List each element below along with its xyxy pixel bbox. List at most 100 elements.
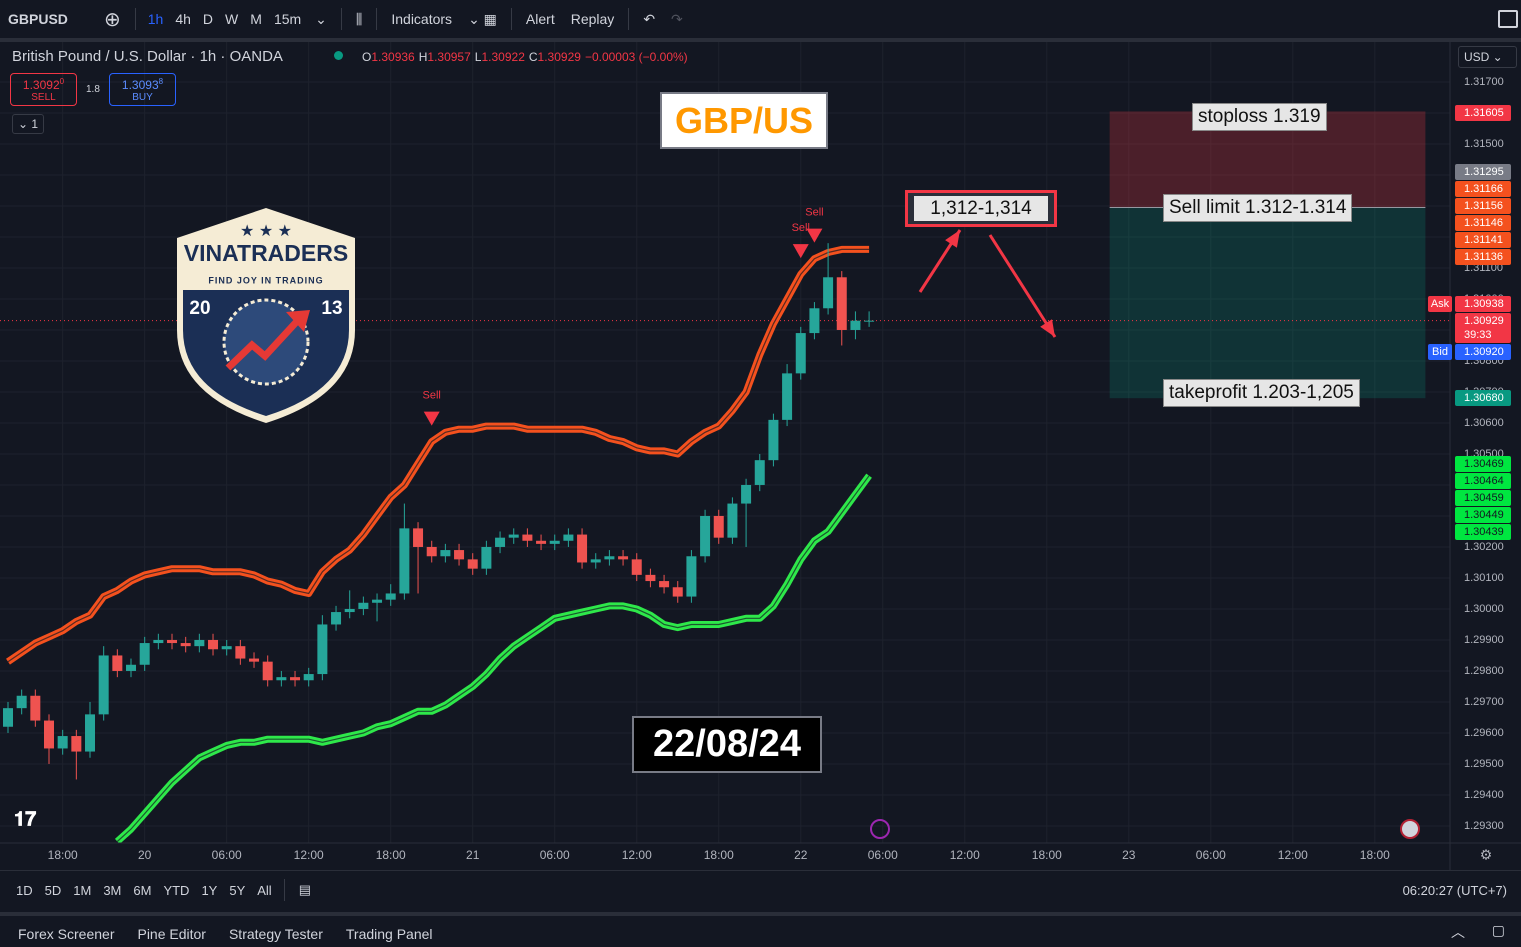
x-tick-label: 06:00 bbox=[1196, 848, 1226, 862]
candle-body bbox=[221, 646, 232, 650]
candle-body bbox=[713, 515, 724, 538]
fullscreen[interactable] bbox=[1498, 10, 1518, 28]
ohlc-value: 1.30936 bbox=[371, 50, 415, 64]
range-button[interactable]: 5D bbox=[44, 882, 62, 898]
layouts[interactable]: ⌄ ▦ bbox=[468, 10, 497, 27]
price-tag: Ask bbox=[1431, 298, 1450, 310]
range-button[interactable]: 5Y bbox=[229, 882, 246, 898]
interval[interactable]: M bbox=[250, 11, 262, 27]
tabs: Forex Screener Pine Editor Strategy Tester… bbox=[10, 926, 448, 942]
candle-body bbox=[836, 277, 847, 330]
price-label-bg bbox=[1455, 473, 1511, 489]
price-label: 1.31136 bbox=[1464, 251, 1503, 263]
panel-tab[interactable]: Pine Editor bbox=[137, 925, 206, 942]
redo[interactable]: ↷ bbox=[671, 10, 683, 27]
candle-body bbox=[672, 587, 683, 597]
buy-pip: 8 bbox=[158, 77, 164, 86]
price-label-bg bbox=[1455, 524, 1511, 540]
arrow-head bbox=[1040, 319, 1055, 337]
candle-body bbox=[809, 308, 820, 334]
interval[interactable]: 4h bbox=[175, 11, 191, 27]
candle-body bbox=[194, 639, 205, 647]
maximize[interactable]: ▢ bbox=[1491, 922, 1505, 938]
candle-body bbox=[727, 503, 738, 538]
price-label-bg bbox=[1455, 456, 1511, 472]
top-toolbar: GBPUSD ⊕ 1h 4h D W M 15m ⌄ ⫼ Indicators ⌄ ▦ A… bbox=[0, 0, 1521, 42]
separator bbox=[376, 8, 378, 30]
logo: ★ ★ ★VINATRADERS FIND JOY IN TRADING 20 13 bbox=[177, 208, 355, 423]
x-tick-label: 22 bbox=[794, 848, 808, 862]
panel-tab[interactable]: Forex Screener bbox=[18, 925, 115, 942]
y-tick-label: 1.29300 bbox=[1464, 820, 1504, 832]
price-label: 1.31295 bbox=[1464, 166, 1504, 178]
x-tick-label: 18:00 bbox=[1032, 848, 1062, 862]
candle-body bbox=[522, 534, 533, 541]
y-tick-label: 1.29400 bbox=[1464, 789, 1504, 801]
dropdown[interactable]: ⌄ bbox=[315, 10, 327, 27]
range-button[interactable]: All bbox=[257, 882, 272, 898]
candle-body bbox=[290, 677, 301, 681]
price-label-bg bbox=[1455, 215, 1511, 231]
price-label: 1.30929 bbox=[1464, 315, 1504, 327]
y-tick-label: 1.30100 bbox=[1464, 572, 1504, 584]
chart-type[interactable]: ⫼ bbox=[355, 10, 363, 27]
range-button[interactable]: 3M bbox=[103, 882, 122, 898]
candle-body bbox=[700, 515, 711, 557]
add-symbol[interactable]: ⊕ bbox=[104, 8, 121, 31]
collapse[interactable]: ︿ bbox=[1451, 924, 1465, 940]
x-tick-label: 12:00 bbox=[294, 848, 324, 862]
zone-annotation: 1,312-1,314 bbox=[914, 196, 1048, 221]
candle-body bbox=[331, 612, 342, 625]
ohlc-item: H1.30957 bbox=[419, 50, 471, 64]
price-label: 1.30680 bbox=[1464, 392, 1504, 404]
quantity[interactable]: ⌄ 1 bbox=[12, 114, 44, 134]
takeprofit-note: takeprofit 1.203-1,205 bbox=[1163, 379, 1360, 407]
sell-button[interactable]: 1.30920 SELL bbox=[10, 73, 77, 106]
candle-body bbox=[795, 333, 806, 374]
band-center bbox=[116, 475, 870, 842]
range-button[interactable]: 1Y bbox=[201, 882, 218, 898]
buy-label: BUY bbox=[132, 92, 153, 103]
price-label-bg bbox=[1455, 181, 1511, 197]
panel-tab[interactable]: Trading Panel bbox=[345, 925, 433, 942]
interval[interactable]: 1h bbox=[147, 11, 164, 27]
x-tick-label: 21 bbox=[466, 848, 480, 862]
sell-limit-note: Sell limit 1.312-1.314 bbox=[1163, 194, 1353, 222]
candle-body bbox=[71, 736, 82, 752]
candle-body bbox=[495, 537, 506, 547]
price-label: 1.30920 bbox=[1464, 346, 1504, 358]
goto-date[interactable]: ▤ bbox=[298, 882, 311, 897]
range-button[interactable]: 1M bbox=[73, 882, 92, 898]
x-tick-label: 12:00 bbox=[622, 848, 652, 862]
range-button[interactable]: YTD bbox=[163, 882, 190, 898]
interval[interactable]: D bbox=[202, 11, 214, 27]
candle-body bbox=[126, 664, 137, 671]
alert-button[interactable]: Alert bbox=[525, 11, 555, 27]
candle-body bbox=[850, 320, 861, 330]
symbol-search[interactable]: GBPUSD bbox=[8, 11, 68, 27]
price-label: 1.31146 bbox=[1464, 217, 1503, 229]
ohlc-item: L1.30922 bbox=[475, 50, 525, 64]
y-tick-label: 1.30600 bbox=[1464, 417, 1504, 429]
range-button[interactable]: 1D bbox=[16, 882, 33, 898]
separator bbox=[510, 8, 512, 30]
x-tick-label: 18:00 bbox=[376, 848, 406, 862]
interval[interactable]: W bbox=[225, 11, 239, 27]
price-label-bg bbox=[1455, 296, 1511, 312]
candle-body bbox=[481, 546, 492, 569]
interval[interactable]: 15m bbox=[273, 11, 302, 27]
candle-body bbox=[754, 460, 765, 485]
range-button[interactable]: 6M bbox=[133, 882, 152, 898]
bottom-panel: Forex Screener Pine Editor Strategy Tester… bbox=[0, 912, 1521, 947]
y-tick-label: 1.31500 bbox=[1464, 138, 1504, 150]
currency-select[interactable]: USD ⌄ bbox=[1458, 46, 1517, 68]
sell-pip: 0 bbox=[59, 77, 65, 86]
buy-button[interactable]: 1.30938 BUY bbox=[109, 73, 176, 106]
indicators-button[interactable]: Indicators bbox=[391, 11, 453, 27]
replay-button[interactable]: Replay bbox=[570, 11, 615, 27]
ohlc-item: O1.30936 bbox=[362, 50, 415, 64]
undo[interactable]: ↶ bbox=[643, 10, 656, 27]
candle-body bbox=[426, 546, 437, 557]
panel-tab[interactable]: Strategy Tester bbox=[228, 925, 323, 942]
candle-body bbox=[577, 534, 588, 563]
